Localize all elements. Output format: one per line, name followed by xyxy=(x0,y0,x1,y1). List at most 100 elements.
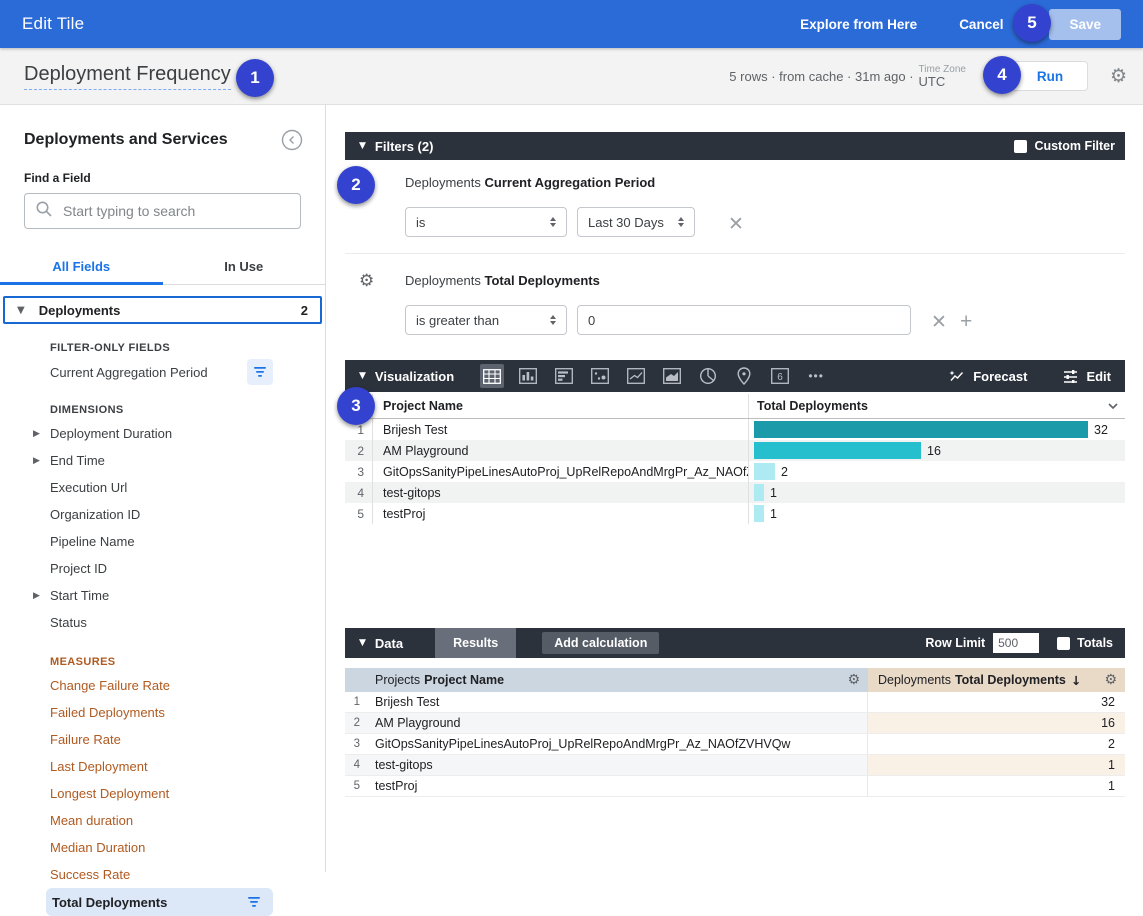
filter-1-value-select[interactable]: Last 30 Days xyxy=(577,207,695,237)
deployments-value-cell[interactable]: 1 xyxy=(868,755,1125,775)
field-change-failure-rate[interactable]: Change Failure Rate xyxy=(0,672,325,699)
filter-1-operator-select[interactable]: is xyxy=(405,207,567,237)
search-input[interactable] xyxy=(63,203,290,219)
tab-in-use[interactable]: In Use xyxy=(224,259,264,274)
deployments-group-row[interactable]: ▼ Deployments 2 xyxy=(3,296,322,324)
project-name-cell[interactable]: testProj xyxy=(365,776,868,796)
data-table-row[interactable]: 1 Brijesh Test 32 xyxy=(345,692,1125,713)
chevron-down-icon[interactable] xyxy=(1107,402,1119,410)
caret-right-icon[interactable]: ▶ xyxy=(33,455,40,466)
field-deployment-duration[interactable]: ▶ Deployment Duration xyxy=(0,420,325,447)
viz-table-row[interactable]: 2 AM Playground 16 xyxy=(345,440,1125,461)
filter-icon[interactable] xyxy=(247,359,273,385)
project-name-cell[interactable]: Brijesh Test xyxy=(365,692,868,712)
field-pipeline-name[interactable]: Pipeline Name xyxy=(0,528,325,555)
field-longest-deployment[interactable]: Longest Deployment xyxy=(0,780,325,807)
field-project-id[interactable]: Project ID xyxy=(0,555,325,582)
project-name-cell[interactable]: test-gitops xyxy=(372,482,748,503)
field-organization-id[interactable]: Organization ID xyxy=(0,501,325,528)
data-table-row[interactable]: 5 testProj 1 xyxy=(345,776,1125,797)
deployments-bar[interactable] xyxy=(754,484,764,501)
field-failure-rate[interactable]: Failure Rate xyxy=(0,726,325,753)
filter-icon[interactable] xyxy=(241,889,267,915)
cancel-button[interactable]: Cancel xyxy=(959,16,1004,32)
project-name-cell[interactable]: Brijesh Test xyxy=(372,419,748,440)
project-name-cell[interactable]: GitOpsSanityPipeLinesAutoProj_UpRelRepoA… xyxy=(372,461,748,482)
caret-down-icon[interactable]: ▼ xyxy=(359,141,366,151)
viz-type-scatter-icon[interactable] xyxy=(588,364,612,388)
viz-table-row[interactable]: 5 testProj 1 xyxy=(345,503,1125,524)
totals-toggle[interactable]: Totals xyxy=(1057,636,1113,650)
viz-type-area-chart-icon[interactable] xyxy=(660,364,684,388)
viz-type-table-icon[interactable] xyxy=(480,364,505,388)
totals-checkbox[interactable] xyxy=(1057,636,1071,650)
run-button[interactable]: Run xyxy=(1011,61,1088,91)
deployments-value-cell[interactable]: 2 xyxy=(1108,737,1115,751)
filter-2-operator-select[interactable]: is greater than xyxy=(405,305,567,335)
viz-type-line-chart-icon[interactable] xyxy=(624,364,648,388)
field-current-aggregation-period[interactable]: Current Aggregation Period xyxy=(0,358,325,386)
field-search[interactable] xyxy=(24,193,301,229)
viz-type-column-chart-icon[interactable] xyxy=(516,364,540,388)
project-name-cell[interactable]: AM Playground xyxy=(372,440,748,461)
project-name-cell[interactable]: test-gitops xyxy=(365,755,868,775)
collapse-sidebar-icon[interactable] xyxy=(281,129,303,151)
gear-icon[interactable]: ⚙ xyxy=(1109,65,1127,87)
project-name-cell[interactable]: AM Playground xyxy=(365,713,868,733)
explore-from-here-link[interactable]: Explore from Here xyxy=(800,16,918,32)
timezone-value[interactable]: UTC xyxy=(918,73,946,89)
data-col-total-deployments[interactable]: Deployments Total Deployments ↓ ⚙ xyxy=(868,668,1125,692)
project-name-cell[interactable]: GitOpsSanityPipeLinesAutoProj_UpRelRepoA… xyxy=(365,734,868,754)
remove-filter-icon[interactable]: ✕ xyxy=(931,311,947,333)
field-last-deployment[interactable]: Last Deployment xyxy=(0,753,325,780)
filters-section-header[interactable]: ▼ Filters (2) Custom Filter xyxy=(345,132,1125,160)
viz-type-map-pin-icon[interactable] xyxy=(732,364,756,388)
filter-2-value-input[interactable] xyxy=(577,305,911,335)
sort-desc-icon[interactable]: ↓ xyxy=(1070,672,1082,688)
field-median-duration[interactable]: Median Duration xyxy=(0,834,325,861)
caret-down-icon[interactable]: ▼ xyxy=(359,371,366,381)
gear-icon[interactable]: ⚙ xyxy=(847,672,860,688)
viz-table-row[interactable]: 4 test-gitops 1 xyxy=(345,482,1125,503)
gear-icon[interactable]: ⚙ xyxy=(1104,672,1117,688)
field-failed-deployments[interactable]: Failed Deployments xyxy=(0,699,325,726)
remove-filter-icon[interactable]: ✕ xyxy=(728,213,744,235)
field-mean-duration[interactable]: Mean duration xyxy=(0,807,325,834)
viz-type-donut-icon[interactable] xyxy=(696,364,720,388)
caret-down-icon[interactable]: ▼ xyxy=(359,638,366,648)
visualization-section-header[interactable]: ▼ Visualization xyxy=(345,360,1125,392)
caret-right-icon[interactable]: ▶ xyxy=(33,428,40,439)
viz-type-bar-chart-icon[interactable] xyxy=(552,364,576,388)
forecast-button[interactable]: Forecast xyxy=(948,369,1027,384)
data-section-header[interactable]: ▼ Data Results Add calculation Row Limit… xyxy=(345,628,1125,658)
viz-type-single-value-icon[interactable]: 6 xyxy=(768,364,792,388)
field-start-time[interactable]: ▶ Start Time xyxy=(0,582,325,609)
custom-filter-toggle[interactable]: Custom Filter xyxy=(1014,139,1115,153)
custom-filter-checkbox[interactable] xyxy=(1014,139,1028,153)
field-status[interactable]: Status xyxy=(0,609,325,636)
save-button[interactable]: Save xyxy=(1049,8,1121,40)
data-col-project-name[interactable]: Projects Project Name ⚙ xyxy=(365,668,868,692)
deployments-bar[interactable] xyxy=(754,421,1088,438)
deployments-bar[interactable] xyxy=(754,463,775,480)
viz-type-more-icon[interactable]: ••• xyxy=(808,369,824,383)
field-total-deployments[interactable]: Total Deployments xyxy=(46,888,273,916)
field-end-time[interactable]: ▶ End Time xyxy=(0,447,325,474)
page-title[interactable]: Deployment Frequency xyxy=(24,63,231,90)
viz-col-total-deployments[interactable]: Total Deployments xyxy=(748,394,1125,418)
deployments-value-cell[interactable]: 16 xyxy=(868,713,1125,733)
field-success-rate[interactable]: Success Rate xyxy=(0,861,325,888)
add-calculation-button[interactable]: Add calculation xyxy=(542,632,660,654)
tab-all-fields[interactable]: All Fields xyxy=(0,251,163,285)
add-filter-icon[interactable]: + xyxy=(960,310,973,333)
deployments-value-cell[interactable]: 1 xyxy=(1108,779,1115,793)
viz-table-row[interactable]: 3 GitOpsSanityPipeLinesAutoProj_UpRelRep… xyxy=(345,461,1125,482)
data-table-row[interactable]: 2 AM Playground 16 xyxy=(345,713,1125,734)
results-tab[interactable]: Results xyxy=(435,628,517,658)
deployments-bar[interactable] xyxy=(754,505,764,522)
field-execution-url[interactable]: Execution Url xyxy=(0,474,325,501)
viz-table-row[interactable]: 1 Brijesh Test 32 xyxy=(345,419,1125,440)
edit-viz-button[interactable]: Edit xyxy=(1063,369,1111,384)
row-limit-input[interactable] xyxy=(993,633,1040,653)
project-name-cell[interactable]: testProj xyxy=(372,503,748,524)
